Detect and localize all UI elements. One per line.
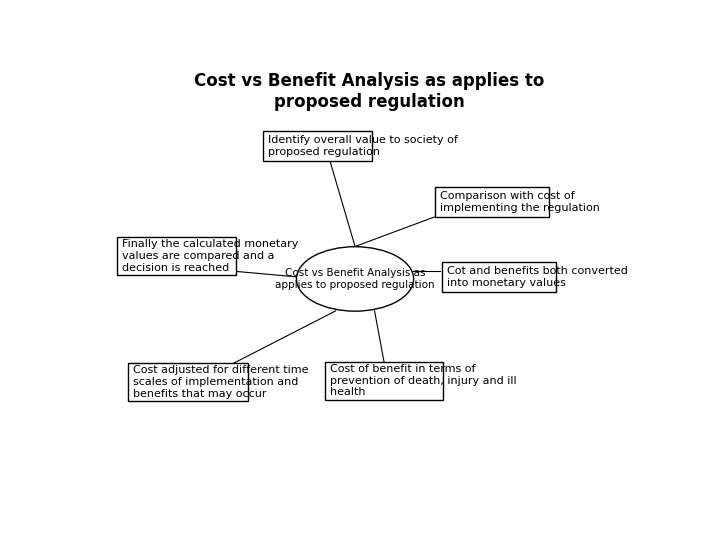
- FancyBboxPatch shape: [264, 131, 372, 161]
- Text: Identify overall value to society of
proposed regulation: Identify overall value to society of pro…: [269, 135, 458, 157]
- FancyBboxPatch shape: [117, 238, 236, 275]
- Text: Comparison with cost of
implementing the regulation: Comparison with cost of implementing the…: [440, 191, 600, 213]
- Text: Cost adjusted for different time
scales of implementation and
benefits that may : Cost adjusted for different time scales …: [132, 366, 308, 399]
- FancyBboxPatch shape: [127, 363, 248, 401]
- Text: Cost vs Benefit Analysis as
applies to proposed regulation: Cost vs Benefit Analysis as applies to p…: [275, 268, 435, 290]
- Ellipse shape: [297, 247, 413, 311]
- FancyBboxPatch shape: [435, 187, 549, 217]
- Text: Cot and benefits both converted
into monetary values: Cot and benefits both converted into mon…: [447, 266, 628, 288]
- FancyBboxPatch shape: [442, 262, 557, 292]
- Text: Cost of benefit in terms of
prevention of death, injury and ill
health: Cost of benefit in terms of prevention o…: [330, 364, 517, 397]
- FancyBboxPatch shape: [325, 362, 443, 400]
- Text: Finally the calculated monetary
values are compared and a
decision is reached: Finally the calculated monetary values a…: [122, 239, 298, 273]
- Text: Cost vs Benefit Analysis as applies to
proposed regulation: Cost vs Benefit Analysis as applies to p…: [194, 72, 544, 111]
